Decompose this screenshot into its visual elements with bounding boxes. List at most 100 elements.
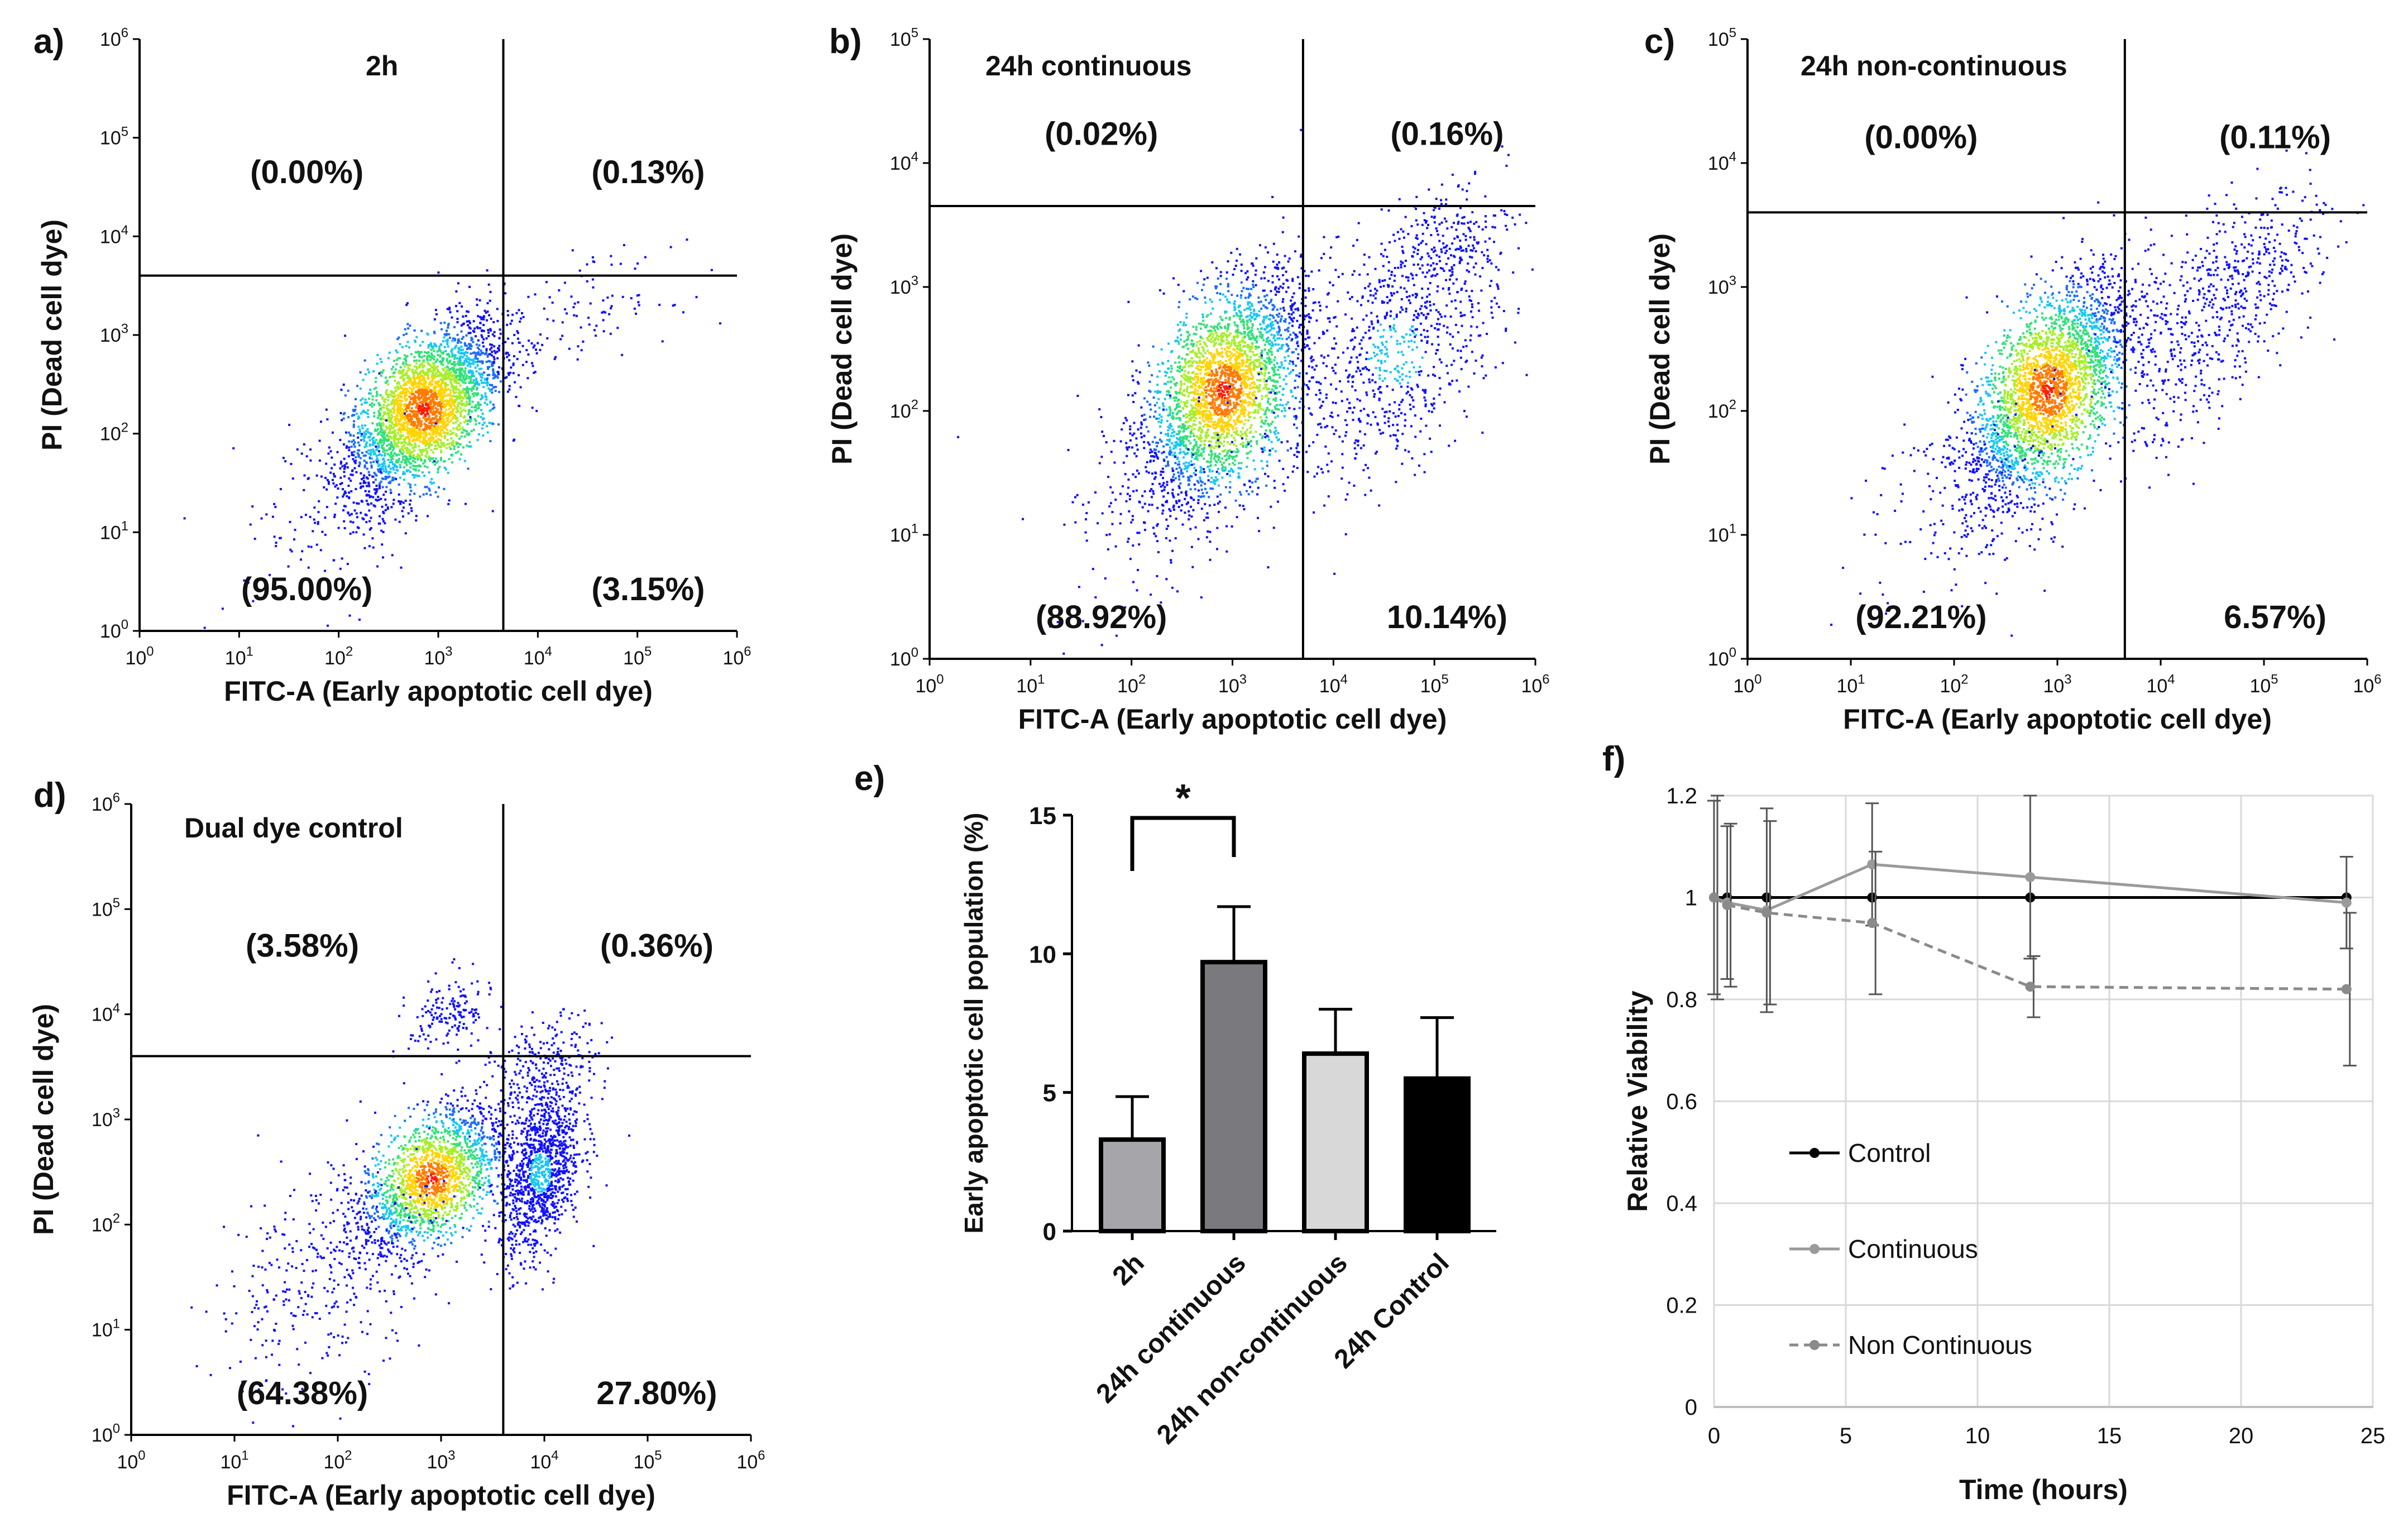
event-dot (365, 514, 367, 516)
event-dot (334, 514, 336, 516)
event-dot (1218, 472, 1220, 475)
event-dot (425, 390, 428, 392)
event-dot (1200, 466, 1202, 468)
event-dot (379, 523, 381, 525)
event-dot (1215, 368, 1217, 371)
event-dot (1221, 347, 1223, 350)
event-dot (400, 391, 403, 393)
event-dot (602, 299, 604, 301)
event-dot (1183, 341, 1185, 343)
event-dot (333, 559, 335, 562)
event-dot (449, 337, 451, 339)
event-dot (1246, 490, 1248, 492)
event-dot (1177, 463, 1179, 466)
event-dot (482, 386, 485, 388)
event-dot (351, 454, 353, 456)
event-dot (414, 365, 416, 367)
event-dot (481, 396, 483, 399)
event-dot (1133, 422, 1136, 424)
event-dot (1172, 476, 1174, 478)
event-dot (443, 382, 445, 384)
event-dot (366, 401, 368, 404)
event-dot (410, 389, 413, 391)
event-dot (465, 503, 467, 505)
event-dot (1180, 380, 1182, 382)
event-dot (382, 520, 385, 523)
event-dot (1294, 380, 1296, 382)
event-dot (492, 372, 495, 375)
event-dot (479, 316, 481, 318)
event-dot (1209, 299, 1211, 301)
event-dot (1246, 323, 1248, 325)
event-dot (1269, 318, 1271, 320)
event-dot (395, 389, 398, 391)
event-dot (1261, 420, 1263, 423)
event-dot (1275, 320, 1277, 322)
event-dot (1101, 430, 1103, 433)
event-dot (352, 458, 354, 460)
event-dot (377, 428, 379, 430)
event-dot (505, 376, 508, 379)
event-dot (1155, 418, 1157, 420)
event-dot (1257, 328, 1259, 330)
event-dot (363, 411, 365, 413)
event-dot (405, 500, 407, 502)
event-dot (489, 401, 491, 404)
event-dot (432, 399, 434, 401)
event-dot (1236, 312, 1238, 314)
event-dot (382, 518, 384, 520)
event-dot (440, 451, 442, 453)
event-dot (443, 488, 446, 490)
event-dot (1277, 369, 1279, 371)
event-dot (564, 308, 566, 310)
event-dot (440, 409, 442, 411)
event-dot (1169, 406, 1171, 408)
event-dot (265, 513, 267, 515)
event-dot (1178, 506, 1180, 508)
event-dot (375, 499, 377, 501)
event-dot (413, 360, 415, 362)
event-dot (403, 502, 405, 504)
event-dot (593, 329, 596, 331)
event-dot (425, 440, 428, 442)
event-dot (368, 398, 370, 400)
event-dot (401, 446, 404, 448)
event-dot (1251, 262, 1253, 265)
event-dot (319, 440, 321, 442)
event-dot (1156, 402, 1158, 404)
event-dot (426, 410, 428, 412)
event-dot (429, 419, 432, 421)
event-dot (1275, 397, 1277, 399)
event-dot (1149, 452, 1151, 454)
event-dot (1126, 419, 1128, 422)
event-dot (467, 423, 469, 425)
event-dot (490, 318, 492, 320)
event-dot (385, 504, 387, 506)
event-dot (372, 547, 375, 549)
event-dot (1275, 436, 1277, 438)
event-dot (461, 396, 463, 399)
event-dot (435, 415, 438, 417)
event-dot (430, 429, 433, 431)
event-dot (1134, 476, 1137, 478)
event-dot (365, 373, 367, 375)
event-dot (1284, 255, 1286, 257)
event-dot (586, 264, 588, 266)
event-dot (1276, 290, 1278, 293)
event-dot (422, 417, 424, 419)
event-dot (1241, 281, 1243, 284)
event-dot (424, 465, 426, 467)
event-dot (413, 492, 415, 495)
event-dot (408, 346, 410, 348)
event-dot (358, 428, 361, 430)
event-dot (364, 424, 366, 427)
event-dot (1162, 446, 1165, 448)
event-dot (422, 451, 424, 453)
event-dot (468, 363, 470, 365)
event-dot (1201, 492, 1204, 494)
event-dot (423, 389, 425, 391)
event-dot (572, 306, 575, 308)
event-dot (482, 382, 485, 384)
x-tick-label: 103 (424, 644, 452, 669)
event-dot (1183, 456, 1185, 458)
